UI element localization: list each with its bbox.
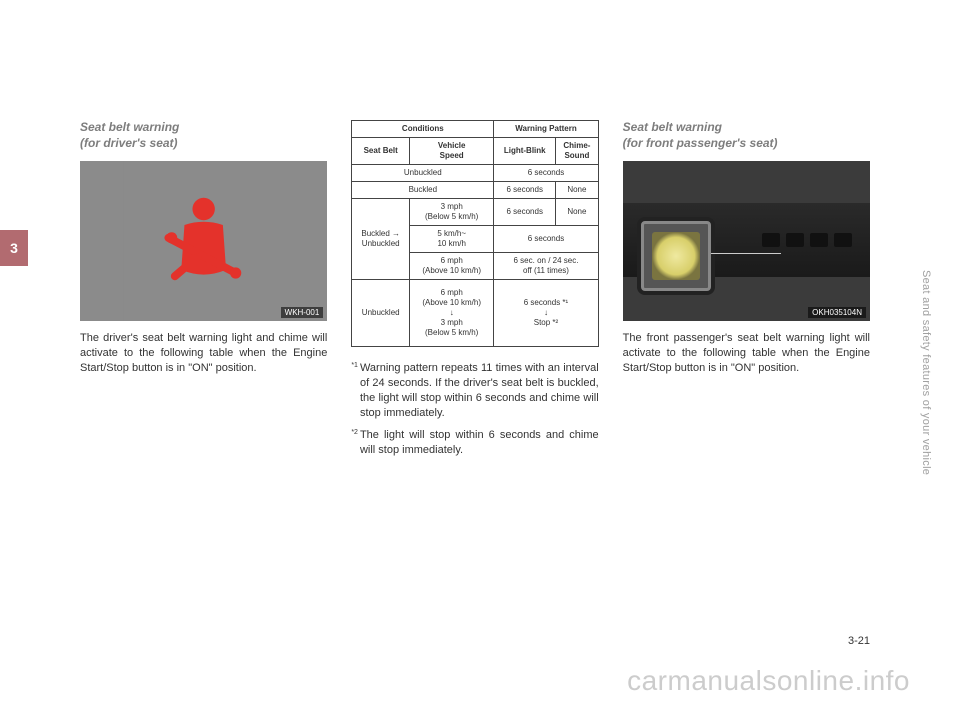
th-warning: Warning Pattern: [494, 121, 598, 138]
table-row: 6 mph (Above 10 km/h) ↓ 3 mph (Below 5 k…: [410, 280, 494, 347]
th-chime: Chime- Sound: [556, 138, 599, 165]
column-table-footnotes: Conditions Warning Pattern Seat Belt Veh…: [351, 120, 598, 466]
table-row: None: [556, 182, 599, 199]
table-row: Buckled: [352, 182, 494, 199]
table-row: 6 sec. on / 24 sec. off (11 times): [494, 253, 598, 280]
body-passenger-seat: The front passenger's seat belt warning …: [623, 331, 870, 376]
table-row: 6 seconds: [494, 226, 598, 253]
page-number: 3-21: [848, 635, 870, 647]
dash-button: [834, 233, 852, 247]
dash-button: [810, 233, 828, 247]
pass-indicator-badge: [641, 221, 711, 291]
footnote-body: Warning pattern repeats 11 times with an…: [360, 361, 599, 420]
table-row: 3 mph (Below 5 km/h): [410, 199, 494, 226]
callout-line: [711, 253, 781, 254]
footnote-2: *2 The light will stop within 6 seconds …: [351, 428, 598, 458]
section-tab: 3: [0, 230, 28, 266]
heading-passenger-seat: Seat belt warning (for front passenger's…: [623, 120, 870, 151]
side-section-title: Seat and safety features of your vehicle: [920, 270, 932, 475]
table-row: Unbuckled: [352, 280, 410, 347]
body-driver-seat: The driver's seat belt warning light and…: [80, 331, 327, 376]
footnote-mark: *2: [351, 428, 358, 458]
th-light: Light-Blink: [494, 138, 556, 165]
dashboard-buttons: [762, 233, 852, 247]
footnote-mark: *1: [351, 361, 358, 420]
table-row: 6 mph (Above 10 km/h): [410, 253, 494, 280]
table-row: 5 km/h~ 10 km/h: [410, 226, 494, 253]
table-row: None: [556, 199, 599, 226]
footnote-1: *1 Warning pattern repeats 11 times with…: [351, 361, 598, 420]
watermark: carmanualsonline.info: [627, 665, 910, 697]
table-row: 6 seconds: [494, 199, 556, 226]
footnote-body: The light will stop within 6 seconds and…: [360, 428, 599, 458]
table-row: 6 seconds *¹ ↓ Stop *²: [494, 280, 598, 347]
table-row: 6 seconds: [494, 182, 556, 199]
figure-label: OKH035104N: [808, 307, 866, 318]
th-conditions: Conditions: [352, 121, 494, 138]
heading-driver-seat: Seat belt warning (for driver's seat): [80, 120, 327, 151]
table-row: Buckled → Unbuckled: [352, 199, 410, 280]
figure-passenger-dashboard: OKH035104N: [623, 161, 870, 321]
column-passenger-seat: Seat belt warning (for front passenger's…: [623, 120, 870, 466]
table-row: Unbuckled: [352, 165, 494, 182]
pass-burst-icon: [652, 232, 700, 280]
th-vehicle-speed: Vehicle Speed: [410, 138, 494, 165]
figure-label: WKH-001: [281, 307, 324, 318]
warning-pattern-table: Conditions Warning Pattern Seat Belt Veh…: [351, 120, 598, 347]
th-seat-belt: Seat Belt: [352, 138, 410, 165]
page-content: Seat belt warning (for driver's seat) WK…: [80, 120, 870, 466]
dash-button: [786, 233, 804, 247]
table-row: 6 seconds: [494, 165, 598, 182]
figure-seatbelt-warning-icon: WKH-001: [80, 161, 327, 321]
seatbelt-icon: [80, 161, 327, 321]
column-driver-seat: Seat belt warning (for driver's seat) WK…: [80, 120, 327, 466]
dash-button: [762, 233, 780, 247]
